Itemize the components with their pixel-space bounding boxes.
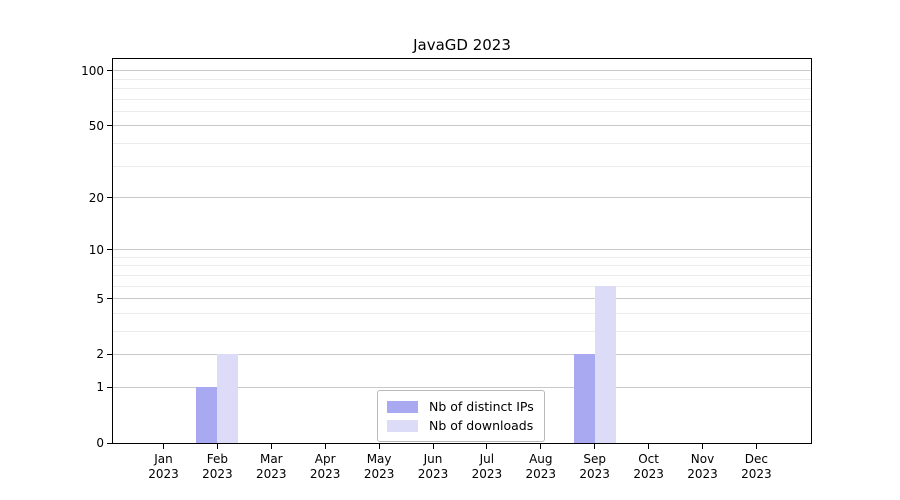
- y-tick: [107, 125, 112, 127]
- bar-distinct-ips: [573, 354, 595, 443]
- x-tick: [540, 444, 542, 449]
- x-tick-label: Nov 2023: [671, 452, 735, 482]
- x-tick: [270, 444, 272, 449]
- y-tick-label: 100: [81, 63, 104, 78]
- bar-downloads: [594, 286, 616, 443]
- x-tick-label-line: Dec: [744, 452, 768, 466]
- gridline: [113, 70, 811, 72]
- x-tick-label: Jan 2023: [132, 452, 196, 482]
- y-tick-label: 20: [88, 190, 104, 205]
- gridline: [113, 285, 811, 287]
- gridline: [113, 265, 811, 267]
- gridline: [113, 78, 811, 80]
- y-tick: [107, 197, 112, 198]
- x-tick-label-line: Nov: [690, 452, 715, 466]
- x-tick-label: Jun 2023: [401, 452, 465, 482]
- legend-item: Nb of distinct IPs: [387, 397, 535, 416]
- x-tick: [432, 444, 434, 449]
- x-tick-label-line: Jan: [154, 452, 173, 466]
- legend-label: Nb of downloads: [429, 418, 534, 433]
- x-tick: [648, 444, 650, 449]
- x-tick: [216, 444, 218, 449]
- x-tick-label-line: 2023: [525, 467, 557, 481]
- x-tick-label: Aug 2023: [509, 452, 573, 482]
- x-tick-label-line: 2023: [202, 467, 233, 481]
- legend: Nb of distinct IPs Nb of downloads: [377, 390, 545, 442]
- x-tick-label-line: 2023: [633, 467, 664, 481]
- x-tick-label-line: 2023: [148, 467, 179, 481]
- gridline: [113, 111, 811, 113]
- x-tick-label-line: 2023: [687, 467, 718, 481]
- x-tick-label-line: 2023: [579, 467, 610, 481]
- gridline: [113, 274, 811, 276]
- x-tick-label: Dec 2023: [724, 452, 788, 482]
- x-tick-label: Jul 2023: [455, 452, 519, 482]
- gridline: [113, 249, 811, 251]
- x-tick-label: Apr 2023: [293, 452, 357, 482]
- legend-label: Nb of distinct IPs: [429, 399, 534, 414]
- gridline: [113, 165, 811, 167]
- gridline: [113, 256, 811, 258]
- x-tick-label-line: Jun: [423, 452, 443, 466]
- gridline: [113, 353, 811, 355]
- x-tick: [486, 444, 488, 449]
- x-tick: [163, 444, 164, 449]
- x-tick-label-line: Oct: [638, 452, 659, 466]
- gridline: [113, 197, 811, 198]
- x-tick-label-line: Jul: [479, 452, 495, 466]
- x-tick-label-line: 2023: [741, 467, 772, 481]
- x-tick: [594, 444, 596, 449]
- x-tick-label: Sep 2023: [563, 452, 627, 482]
- x-tick-label-line: Aug: [529, 452, 553, 466]
- x-tick-label-line: Sep: [583, 452, 606, 466]
- x-tick-label-line: May: [366, 452, 392, 466]
- x-tick-label-line: Feb: [206, 452, 229, 466]
- x-tick-label: Feb 2023: [185, 452, 249, 482]
- x-tick-label-line: 2023: [417, 467, 449, 481]
- y-tick: [107, 353, 112, 355]
- x-tick-label-line: Apr: [314, 452, 336, 466]
- gridline: [113, 143, 811, 145]
- y-tick-label: 2: [96, 347, 104, 362]
- x-tick: [755, 444, 757, 449]
- x-tick: [324, 444, 326, 449]
- gridline: [113, 125, 811, 127]
- x-tick-label-line: 2023: [309, 467, 341, 481]
- bar-downloads: [217, 354, 239, 443]
- y-tick: [107, 386, 112, 388]
- gridline: [113, 330, 811, 332]
- gridline: [113, 312, 811, 314]
- y-tick-label: 10: [88, 242, 104, 257]
- x-tick: [702, 444, 703, 449]
- x-tick-label-line: 2023: [363, 467, 395, 481]
- y-tick: [107, 298, 112, 300]
- y-tick: [107, 70, 112, 72]
- y-tick-label: 1: [96, 380, 104, 395]
- x-tick-label: Oct 2023: [617, 452, 681, 482]
- x-tick-label-line: 2023: [471, 467, 503, 481]
- y-tick: [107, 249, 112, 251]
- gridline: [113, 386, 811, 388]
- x-tick-label-line: 2023: [256, 467, 287, 481]
- x-tick-label: Mar 2023: [239, 452, 303, 482]
- chart-title: JavaGD 2023: [413, 36, 511, 54]
- x-tick: [378, 444, 380, 449]
- y-tick-label: 50: [88, 118, 104, 133]
- gridline: [113, 88, 811, 90]
- y-tick-label: 5: [96, 291, 104, 306]
- x-tick-label: May 2023: [347, 452, 411, 482]
- legend-item: Nb of downloads: [387, 416, 535, 435]
- bar-distinct-ips: [196, 387, 218, 443]
- y-tick: [107, 442, 112, 444]
- gridline: [113, 298, 811, 300]
- gridline: [113, 98, 811, 100]
- legend-swatch: [387, 400, 418, 413]
- x-tick-label-line: Mar: [259, 452, 283, 466]
- legend-swatch: [387, 419, 418, 432]
- y-tick-label: 0: [96, 436, 104, 450]
